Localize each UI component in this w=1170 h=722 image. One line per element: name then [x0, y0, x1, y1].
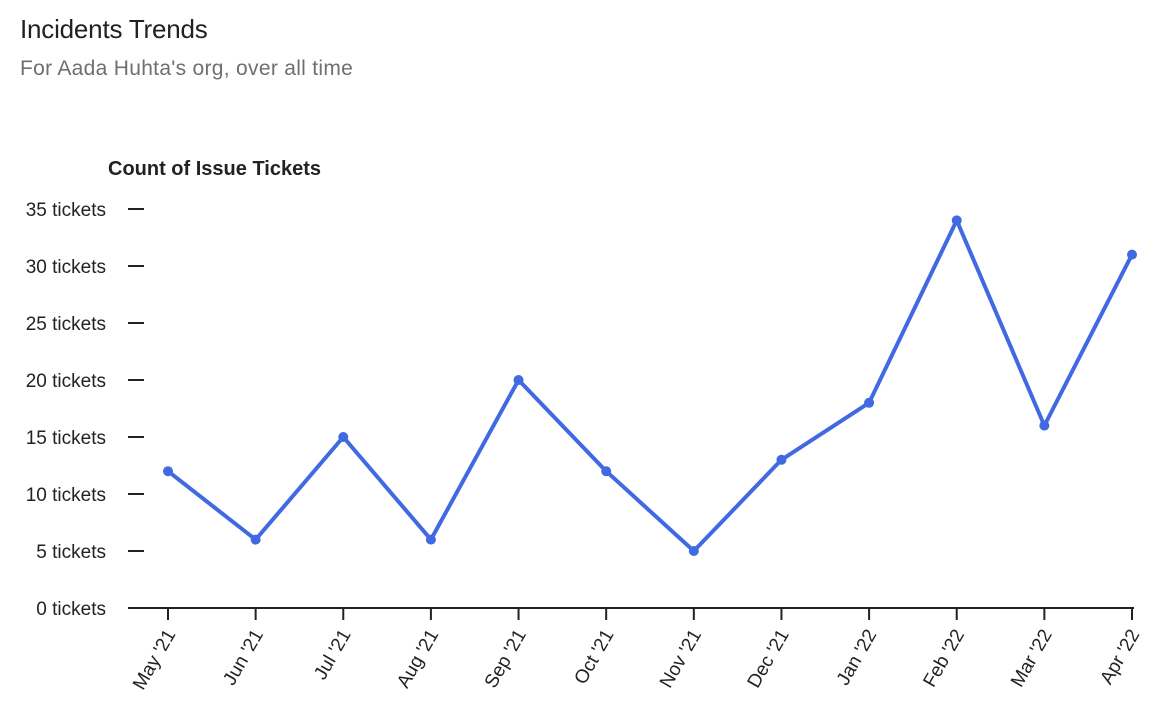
plot-area — [163, 215, 1137, 556]
series-line — [166, 218, 1134, 553]
x-tick-label: Apr '22 — [1096, 626, 1144, 688]
data-point — [163, 466, 173, 477]
x-tick-label: Feb '22 — [919, 626, 969, 691]
data-point — [250, 534, 261, 545]
data-point — [338, 432, 349, 442]
data-point — [1127, 249, 1137, 260]
y-tick-label: 15 tickets — [26, 428, 106, 449]
x-tick-label: Jan '22 — [833, 626, 882, 689]
x-tick-label: Sep '21 — [481, 626, 531, 692]
y-axis: 0 tickets 5 tickets 10 tickets 15 tickets 20… — [26, 200, 144, 620]
x-tick-label: Nov '21 — [656, 626, 706, 692]
data-point — [1039, 420, 1050, 431]
y-axis-label: Count of Issue Tickets — [108, 158, 321, 180]
x-tick-label: Aug '21 — [393, 626, 443, 692]
x-tick-label: Oct '21 — [571, 626, 619, 688]
chart-title: Incidents Trends — [20, 14, 208, 44]
chart-subtitle: For Aada Huhta's org, over all time — [20, 57, 354, 80]
data-point — [688, 546, 699, 556]
y-tick-label: 35 tickets — [26, 200, 106, 221]
x-tick-label: Jul '21 — [310, 626, 355, 684]
x-axis: May '21 Jun '21 Jul '21 Aug '21 Sep '21 Oct '… — [128, 607, 1144, 694]
x-tick-label: Jun '21 — [219, 626, 268, 689]
data-point — [425, 534, 436, 545]
data-point — [951, 215, 962, 226]
data-point — [513, 375, 524, 385]
y-tick-label: 20 tickets — [26, 371, 106, 392]
x-tick-label: Mar '22 — [1007, 626, 1057, 691]
y-tick-label: 25 tickets — [26, 314, 106, 335]
y-tick-label: 30 tickets — [26, 257, 106, 278]
data-point — [776, 454, 787, 465]
y-tick-label: 0 tickets — [36, 599, 106, 620]
x-tick-label: May '21 — [129, 626, 180, 694]
data-point — [864, 397, 875, 408]
y-tick-label: 10 tickets — [26, 485, 106, 506]
data-point — [601, 466, 612, 477]
x-tick-label: Dec '21 — [744, 626, 794, 692]
y-tick-label: 5 tickets — [36, 542, 106, 563]
